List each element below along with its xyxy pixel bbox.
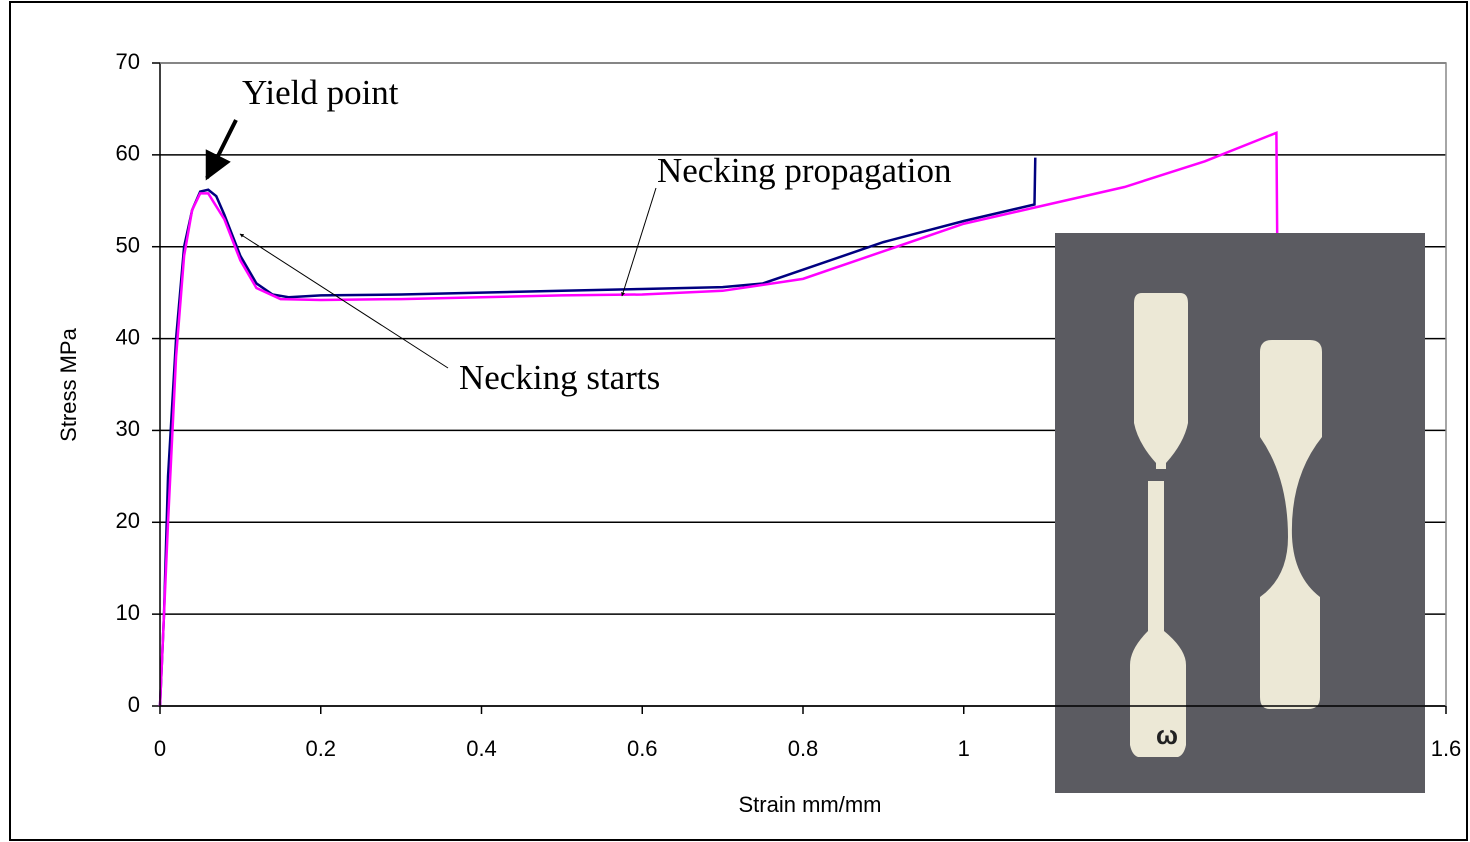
annotation: Necking propagation (657, 151, 952, 190)
x-tick-label: 0.8 (788, 736, 819, 761)
y-tick-label: 40 (116, 324, 140, 349)
y-tick-label: 0 (128, 692, 140, 717)
y-tick-label: 10 (116, 600, 140, 625)
annotation: Yield point (242, 73, 399, 112)
y-tick-label: 30 (116, 416, 140, 441)
arrow (240, 234, 448, 368)
y-axis-label: Stress MPa (56, 327, 81, 441)
y-tick-label: 60 (116, 141, 140, 166)
x-tick-label: 1.6 (1431, 736, 1462, 761)
chart: 0 10 20 30 40 50 60 70 0 0.2 0.4 0.6 0.8 1 1.6 ω Stres… (0, 0, 1470, 842)
x-tick-label: 0 (154, 736, 166, 761)
specimen-photo: ω (1055, 233, 1425, 793)
x-tick-label: 0.2 (305, 736, 336, 761)
data-line (160, 158, 1035, 706)
x-tick-label: 0.6 (627, 736, 658, 761)
x-tick-label: 0.4 (466, 736, 497, 761)
y-tick-label: 50 (116, 233, 140, 258)
y-tick-label: 70 (116, 49, 140, 74)
arrow (207, 120, 236, 178)
arrow (622, 188, 656, 296)
x-axis-label: Strain mm/mm (739, 792, 882, 817)
x-tick-label: 1 (958, 736, 970, 761)
y-tick-label: 20 (116, 508, 140, 533)
svg-text:ω: ω (1156, 720, 1178, 750)
annotation: Necking starts (459, 358, 660, 397)
